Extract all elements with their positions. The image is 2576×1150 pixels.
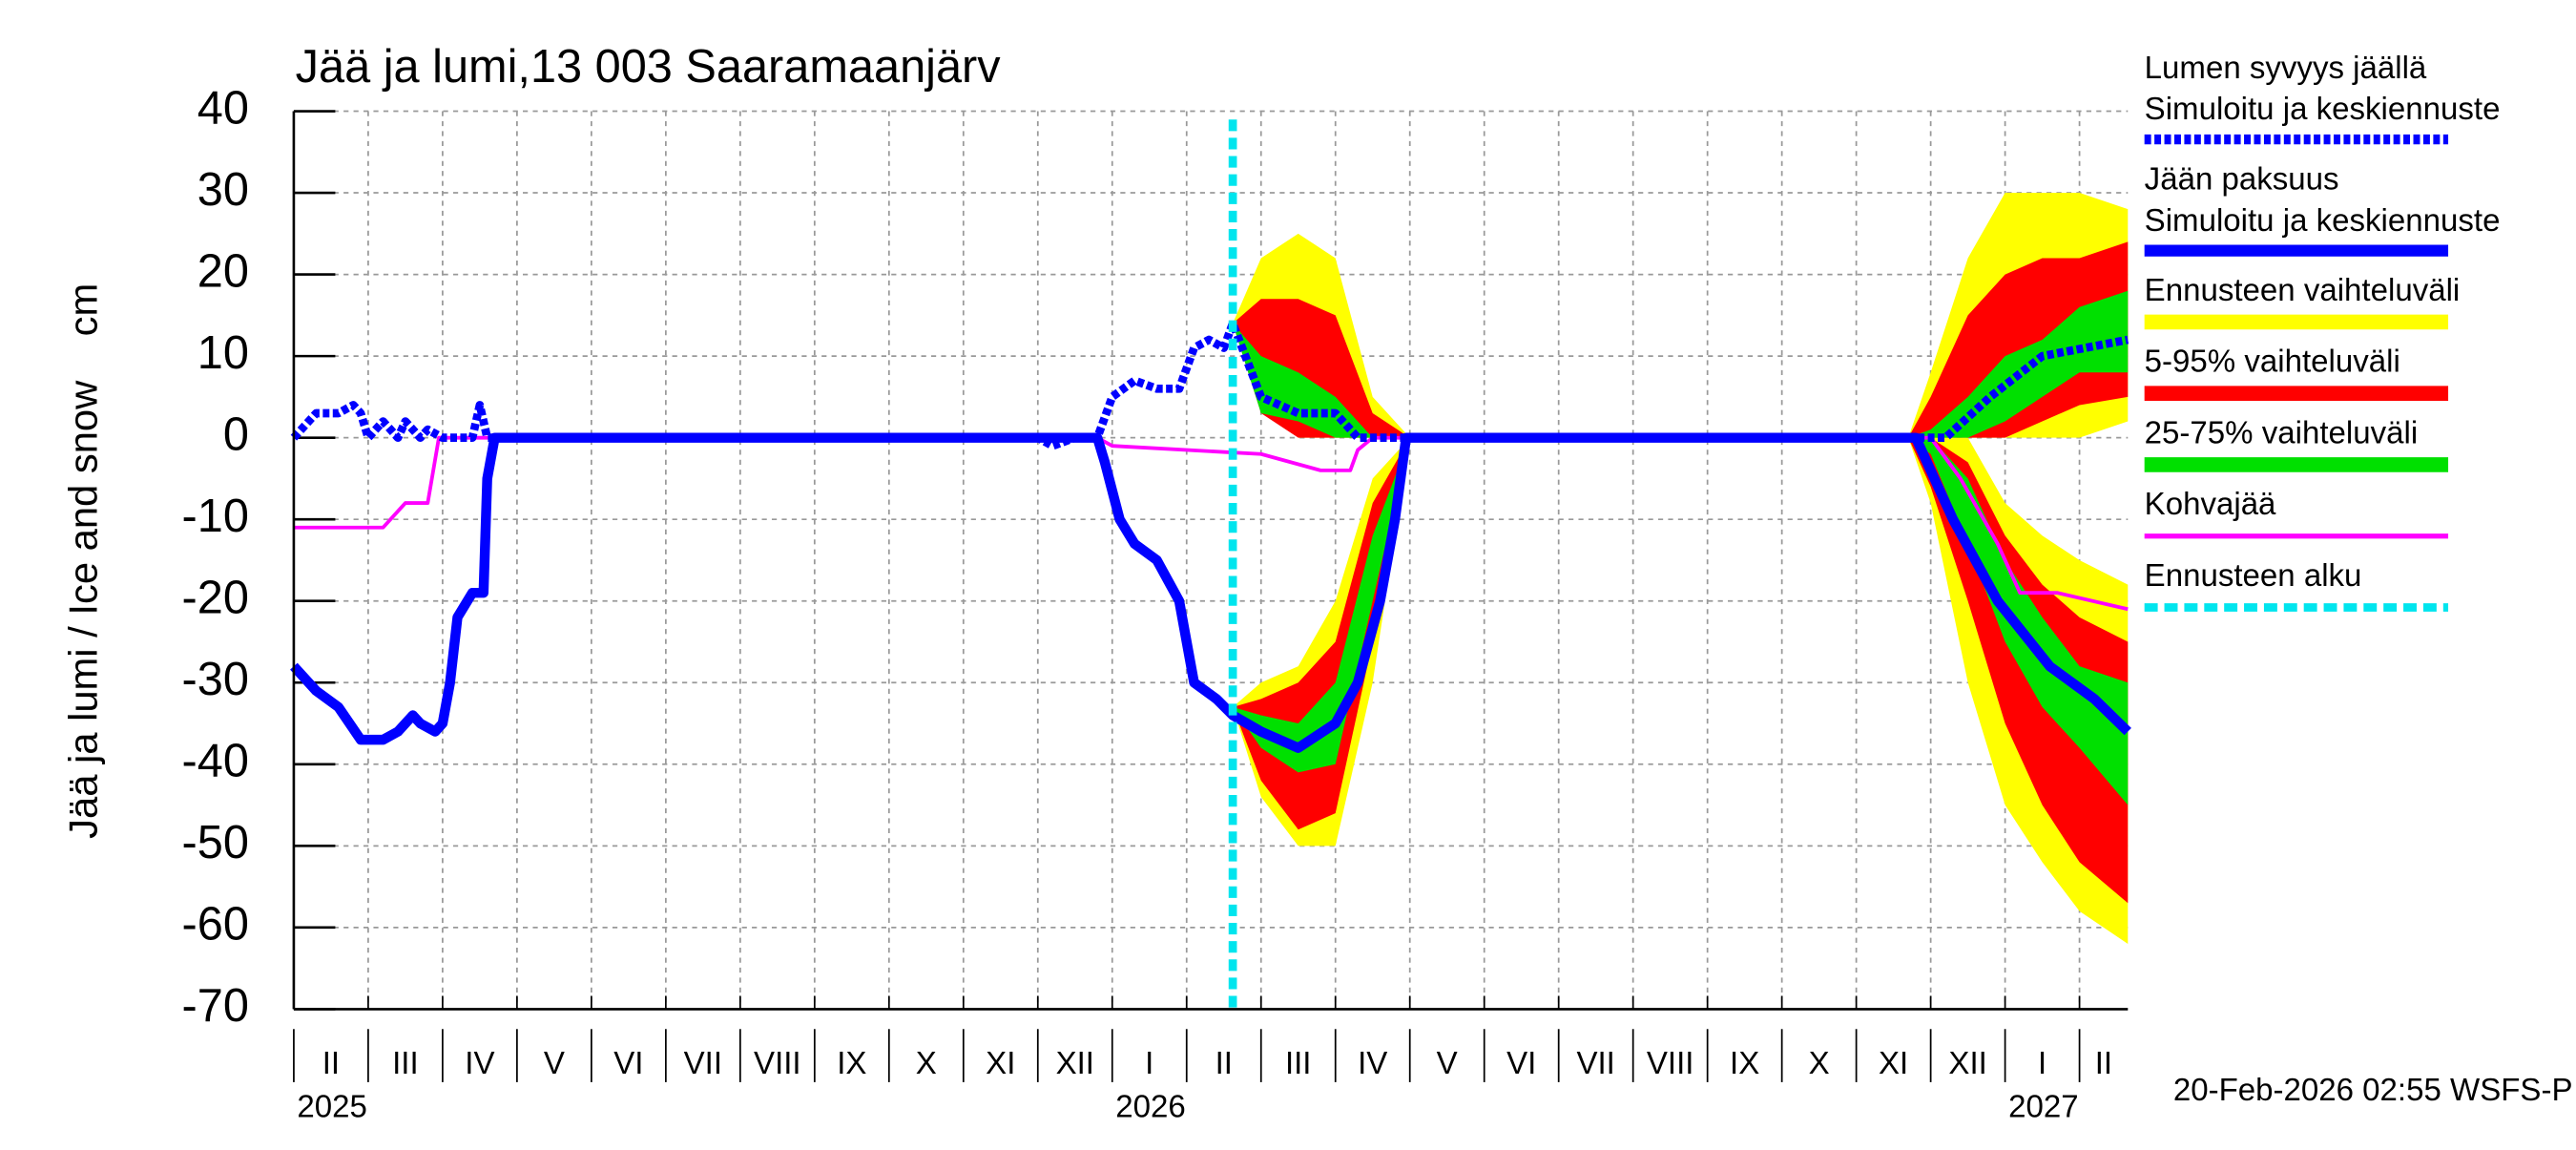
legend-label: Ennusteen alku [2145, 558, 2362, 594]
legend-label: Simuloitu ja keskiennuste [2145, 92, 2501, 127]
x-tick-label: XII [1948, 1046, 1986, 1081]
x-tick-label: IV [1358, 1046, 1387, 1081]
x-tick-label: V [544, 1046, 565, 1081]
x-tick-label: VIII [1647, 1046, 1694, 1081]
x-tick-label: II [2095, 1046, 2112, 1081]
year-label: 2025 [297, 1089, 366, 1124]
legend-label: Kohvajää [2145, 487, 2276, 522]
y-tick-label: 0 [223, 409, 249, 461]
year-label: 2026 [1115, 1089, 1185, 1124]
x-tick-label: VII [684, 1046, 722, 1081]
x-tick-label: VII [1576, 1046, 1614, 1081]
y-tick-label: 30 [197, 164, 249, 216]
series-line [293, 435, 2129, 612]
y-tick-label: -10 [182, 491, 249, 542]
x-tick-label: X [916, 1046, 937, 1081]
legend-label: Simuloitu ja keskiennuste [2145, 203, 2501, 239]
legend-label: 25-75% vaihteluväli [2145, 415, 2418, 450]
x-tick-label: II [1215, 1046, 1233, 1081]
y-axis-label: Jää ja lumi / Ice and snow cm [60, 283, 105, 839]
x-tick-label: III [1285, 1046, 1312, 1081]
x-tick-label: V [1437, 1046, 1458, 1081]
legend-label: Ennusteen vaihteluväli [2145, 273, 2461, 308]
legend-label: 5-95% vaihteluväli [2145, 345, 2400, 380]
x-tick-label: III [392, 1046, 419, 1081]
x-tick-label: X [1809, 1046, 1830, 1081]
x-tick-label: I [1145, 1046, 1153, 1081]
x-tick-label: XII [1056, 1046, 1094, 1081]
y-tick-label: -30 [182, 654, 249, 705]
y-tick-label: -50 [182, 817, 249, 868]
y-tick-label: -70 [182, 980, 249, 1032]
chart-title: Jää ja lumi,13 003 Saaramaanjärv [296, 41, 1002, 93]
x-tick-label: II [322, 1046, 340, 1081]
x-tick-label: VIII [754, 1046, 801, 1081]
series-line [290, 432, 2131, 753]
footer: 20-Feb-2026 02:55 WSFS-P [2173, 1073, 2573, 1108]
legend-label: Jään paksuus [2145, 161, 2339, 197]
y-tick-label: -60 [182, 899, 249, 951]
y-tick-label: 40 [197, 82, 249, 134]
x-tick-label: IX [1730, 1046, 1759, 1081]
y-tick-label: 10 [197, 327, 249, 379]
x-tick-label: IV [465, 1046, 494, 1081]
legend-label: Lumen syvyys jäällä [2145, 51, 2427, 86]
x-tick-label: VI [613, 1046, 643, 1081]
x-tick-label: VI [1506, 1046, 1536, 1081]
x-tick-label: IX [837, 1046, 866, 1081]
y-tick-label: 20 [197, 245, 249, 297]
band-area [1233, 290, 2129, 438]
x-tick-label: I [2038, 1046, 2046, 1081]
y-tick-label: -20 [182, 573, 249, 624]
x-tick-label: XI [986, 1046, 1015, 1081]
year-label: 2027 [2008, 1089, 2078, 1124]
x-tick-label: XI [1879, 1046, 1908, 1081]
y-tick-label: -40 [182, 736, 249, 787]
series-line [290, 319, 2129, 450]
